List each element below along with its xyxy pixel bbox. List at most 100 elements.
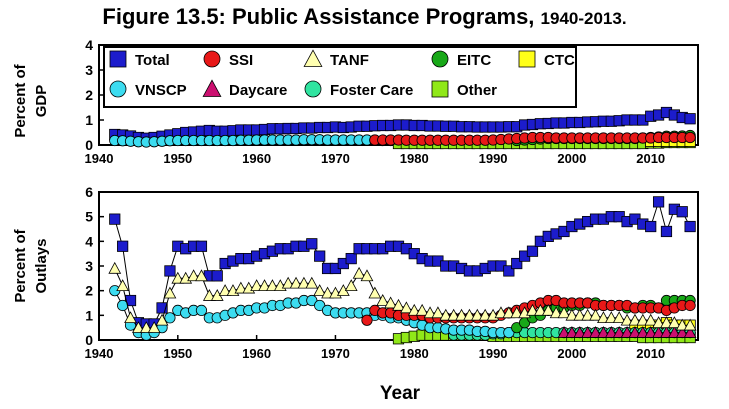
y-tick-label: 5	[85, 209, 93, 225]
data-point-daycare	[604, 326, 618, 338]
data-point-tanf	[171, 271, 185, 284]
data-point-tanf	[344, 279, 358, 291]
data-point-daycare	[660, 326, 673, 338]
data-point-tanf	[360, 269, 374, 282]
y-tick-label: 3	[85, 62, 93, 78]
legend-label-total: Total	[135, 52, 170, 69]
data-point-tanf	[163, 286, 177, 299]
data-point-tanf	[313, 284, 327, 296]
data-point-daycare	[581, 326, 595, 338]
data-point-vnscp	[314, 299, 326, 312]
x-tick-label: 1990	[479, 346, 508, 361]
data-point-tanf	[399, 301, 413, 314]
data-point-tanf	[289, 276, 303, 289]
data-point-total	[195, 240, 208, 252]
data-point-tanf	[533, 303, 547, 316]
data-point-tanf	[297, 276, 311, 289]
data-point-tanf	[187, 269, 200, 282]
chart-title-main: Figure 13.5: Public Assistance Programs,	[102, 4, 535, 29]
x-tick-label: 1950	[163, 151, 192, 166]
data-point-tanf	[218, 284, 232, 296]
data-point-daycare	[573, 326, 587, 338]
x-tick-label: 1990	[479, 151, 508, 166]
data-point-total	[314, 250, 326, 262]
data-point-total	[156, 302, 168, 314]
data-point-tanf	[612, 311, 626, 324]
x-tick-label: 1960	[242, 151, 271, 166]
x-tick-label: 1970	[321, 151, 350, 166]
y-tick-label: 4	[85, 233, 93, 249]
data-point-tanf	[463, 308, 476, 321]
data-point-daycare	[652, 326, 665, 338]
x-tick-label: 1940	[85, 346, 114, 361]
data-point-tanf	[155, 313, 169, 326]
data-point-total	[511, 257, 523, 270]
data-point-tanf	[597, 311, 610, 324]
data-point-daycare	[675, 326, 689, 338]
outlays-panel: 0 1 2 3 4 5 6 1940 1950 1960 1970 1980 1990 2000 2010 P…	[12, 184, 699, 361]
data-point-tanf	[392, 298, 405, 311]
data-point-tanf	[652, 316, 665, 328]
data-point-daycare	[597, 326, 610, 338]
data-point-tanf	[132, 321, 145, 333]
data-point-tanf	[660, 316, 673, 328]
data-point-daycare	[557, 326, 571, 338]
data-point-ssi	[684, 131, 696, 144]
data-point-tanf	[415, 303, 429, 316]
data-point-total	[306, 238, 318, 250]
x-tick-label: 1980	[400, 151, 429, 166]
y-tick-label: 2	[85, 283, 93, 299]
data-point-total	[124, 294, 137, 307]
legend-marker-other	[431, 80, 449, 98]
series-total	[109, 196, 696, 330]
legend-marker-vnscp	[109, 80, 127, 98]
x-tick-label: 1950	[163, 346, 192, 361]
legend-item-ssi: SSI	[203, 50, 253, 69]
legend-marker-total	[109, 50, 127, 68]
legend-label-eitc: EITC	[457, 52, 491, 69]
data-point-tanf	[407, 303, 421, 316]
data-point-tanf	[281, 276, 295, 289]
legend-label-vnscp: VNSCP	[135, 82, 187, 99]
data-point-tanf	[581, 308, 595, 321]
legend-item-ctc: CTC	[518, 50, 575, 69]
y-tick-label: 0	[85, 332, 93, 348]
legend-marker-ssi	[203, 50, 221, 68]
data-point-vnscp	[195, 304, 208, 316]
data-point-tanf	[423, 306, 437, 319]
data-point-tanf	[628, 313, 642, 326]
y-tick-label: 2	[85, 87, 93, 103]
chart-title-years: 1940-2013.	[540, 9, 627, 28]
legend-item-tanf: TANF	[303, 49, 369, 69]
data-point-tanf	[478, 308, 492, 321]
data-point-tanf	[541, 303, 555, 316]
legend-label-daycare: Daycare	[229, 82, 287, 99]
data-point-tanf	[266, 279, 279, 291]
x-tick-label: 2000	[557, 151, 586, 166]
data-point-tanf	[683, 318, 697, 331]
series-ssi	[369, 131, 696, 146]
data-point-vnscp	[306, 294, 318, 307]
data-point-total	[117, 240, 129, 252]
data-point-total	[684, 220, 696, 233]
data-point-tanf	[384, 296, 398, 309]
y-tick-label: 3	[85, 258, 93, 274]
data-point-total	[345, 252, 357, 265]
data-point-tanf	[667, 316, 681, 328]
legend-label-tanf: TANF	[330, 52, 369, 69]
legend-item-daycare: Daycare	[202, 79, 287, 99]
data-point-tanf	[565, 308, 579, 321]
data-point-daycare	[628, 326, 642, 338]
data-point-tanf	[447, 308, 461, 321]
x-tick-label: 1970	[321, 346, 350, 361]
series-vnscp	[109, 134, 397, 148]
data-point-daycare	[612, 326, 626, 338]
data-point-tanf	[502, 306, 516, 319]
data-point-daycare	[667, 326, 681, 338]
data-point-daycare	[683, 326, 697, 338]
data-point-tanf	[604, 311, 618, 324]
y-axis-label: Outlays	[33, 238, 50, 293]
legend-item-total: Total	[109, 50, 170, 69]
data-point-tanf	[431, 306, 445, 319]
